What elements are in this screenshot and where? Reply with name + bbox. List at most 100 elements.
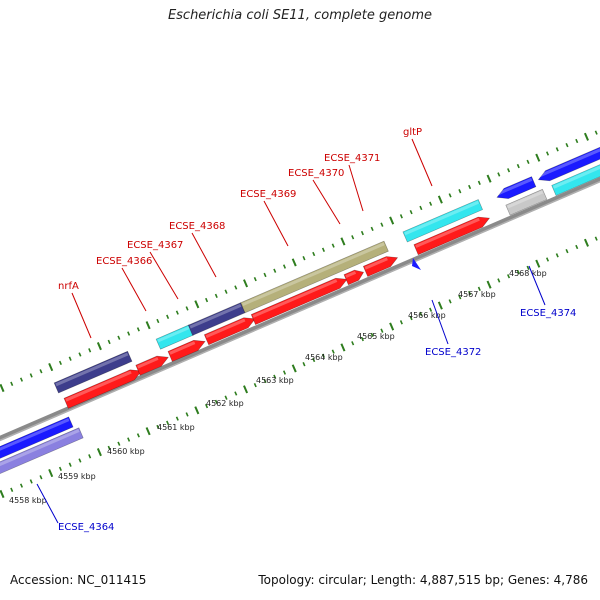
upper-tick-row-tick <box>575 138 579 144</box>
ecse-4368-feature-shine <box>189 304 242 329</box>
upper-tick-row-tick <box>399 214 403 219</box>
ecse-4364-feature-b <box>0 427 84 474</box>
upper-tick-row-tick <box>48 362 54 372</box>
ecse-4373-feature-shine <box>496 177 533 196</box>
upper-tick-row-tick <box>29 373 33 378</box>
cyan-feature-b <box>551 164 600 196</box>
lower-tick-row-tick <box>340 343 346 352</box>
ecse-4367-feature-shine <box>137 357 159 369</box>
upper-tick-row-tick <box>263 272 267 278</box>
upper-tick-row-tick <box>0 383 5 393</box>
gene-label-reverse: ECSE_4372 <box>425 347 481 358</box>
leader-line <box>348 164 364 212</box>
upper-tick-row-tick <box>565 143 569 148</box>
cyan-feature-b-shine <box>553 165 600 189</box>
scale-labels: 4558 kbp 4559 kbp 4560 kbp 4561 kbp 4562 kbp… <box>9 269 547 505</box>
lower-tick-row-tick <box>516 269 520 275</box>
lower-tick-row-tick <box>468 290 472 296</box>
ecse-4371-feature-a <box>343 269 365 286</box>
ecse-4368-feature-b <box>203 317 256 346</box>
gene-label-forward: ECSE_4369 <box>240 189 296 200</box>
upper-tick-row-tick <box>389 216 395 225</box>
upper-tick-row-tick <box>507 168 511 173</box>
nrfA-feature-shine <box>55 352 129 387</box>
upper-tick-row-tick <box>88 348 92 353</box>
ecse-4368-feature-a <box>167 339 206 362</box>
upper-tick-row-tick <box>419 205 423 211</box>
upper-tick-row-tick <box>19 377 24 382</box>
lower-tick-row-tick <box>214 399 218 405</box>
upper-tick-row-tick <box>302 256 306 261</box>
lower-tick-row-tick <box>145 427 151 436</box>
upper-tick-row-tick <box>145 321 151 330</box>
lower-tick-row-tick <box>477 286 481 291</box>
gltP-feature <box>413 216 491 256</box>
genome-backbone <box>0 176 600 442</box>
leader-line <box>36 483 59 524</box>
upper-tick-row-tick <box>39 369 43 374</box>
gltP-feature-outer <box>402 199 483 243</box>
upper-tick-row-tick <box>380 222 384 227</box>
ecse-4374-feature <box>505 188 548 216</box>
leader-line <box>312 179 341 225</box>
topology-summary: Topology: circular; Length: 4,887,515 bp… <box>258 573 588 587</box>
upper-tick-row-tick <box>205 297 209 303</box>
lower-tick-row-tick <box>234 391 238 396</box>
scale-label: 4565 kbp <box>357 332 395 341</box>
lower-tick-row-tick <box>583 238 589 247</box>
upper-tick-row-tick <box>545 151 550 156</box>
gene-features <box>0 146 600 474</box>
lower-tick-row-tick <box>107 445 111 451</box>
gene-label-reverse: ECSE_4374 <box>520 308 576 319</box>
ecse-4374-feature-shine <box>507 190 544 209</box>
lower-tick-row-tick <box>0 489 5 499</box>
upper-tick-row-tick <box>214 293 218 299</box>
upper-tick-row-tick <box>340 237 346 246</box>
ecse-4371-feature-b <box>362 256 399 277</box>
upper-tick-row-tick <box>224 289 228 294</box>
upper-tick-row-tick <box>486 174 492 183</box>
lower-tick-row-tick <box>351 341 355 346</box>
upper-tick-row-tick <box>107 339 111 345</box>
leader-line <box>528 265 546 306</box>
lower-tick-row-tick <box>526 265 530 271</box>
gene-label-forward: nrfA <box>58 281 79 292</box>
scale-label: 4562 kbp <box>206 399 244 408</box>
upper-tick-row-tick <box>243 279 249 288</box>
genome-backbone-shadow <box>0 180 600 442</box>
upper-tick-row-tick <box>526 159 530 165</box>
leader-line <box>263 200 289 247</box>
nrfA-feature <box>53 350 133 394</box>
lower-tick-row-tick <box>88 454 92 459</box>
ecse-4373-feature <box>496 176 537 199</box>
lower-tick-row-tick <box>458 295 462 300</box>
lower-tick-row-tick <box>497 278 501 283</box>
lower-tick-row-tick <box>321 353 325 358</box>
upper-tick-row-tick <box>291 258 297 267</box>
ecse-4364-feature-b-shine <box>0 429 80 467</box>
upper-tick-row-tick <box>437 195 443 204</box>
accession-text: Accession: NC_011415 <box>10 573 147 587</box>
upper-tick-row-tick <box>594 130 598 135</box>
lower-tick-row-tick <box>389 322 395 331</box>
lower-tick-row-tick <box>29 479 33 484</box>
lower-tick-row-tick <box>10 487 14 492</box>
lower-tick-row-tick <box>263 378 267 384</box>
gene-label-forward: gltP <box>403 127 422 138</box>
lower-tick-row-tick <box>360 336 364 342</box>
ecse-4370-feature <box>250 277 348 325</box>
scale-label: 4561 kbp <box>157 423 195 432</box>
lower-tick-row-tick <box>429 307 433 312</box>
upper-tick-row-tick <box>117 335 121 340</box>
cyan-feature-a-shine <box>157 326 190 343</box>
ecse-4371-feature-b-shine <box>364 257 388 270</box>
lower-tick-row-tick <box>565 249 569 254</box>
scale-label: 4563 kbp <box>256 376 294 385</box>
upper-tick-row-tick <box>136 327 140 332</box>
lower-tick-row-tick <box>555 253 559 258</box>
upper-tick-row-tick <box>351 235 355 240</box>
gene-label-forward: ECSE_4371 <box>324 153 380 164</box>
ecse-4368-feature-b-shine <box>205 318 246 338</box>
upper-tick-row-tick <box>10 381 14 386</box>
